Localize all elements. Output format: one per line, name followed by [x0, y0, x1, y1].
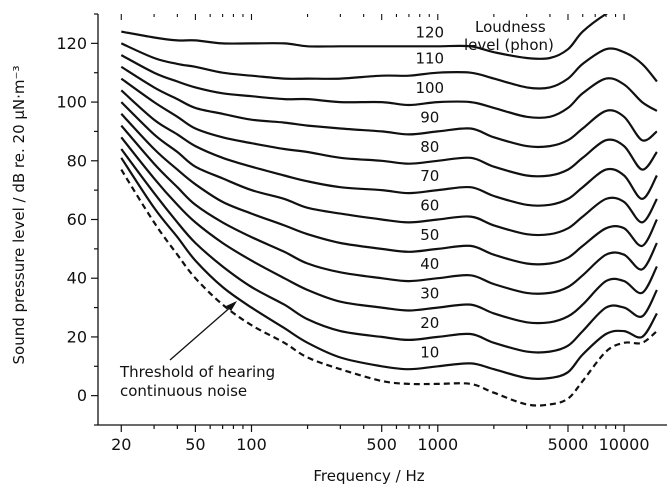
phon-label-50: 50 — [420, 226, 439, 244]
phon-label-40: 40 — [420, 255, 439, 273]
phon-curve-40 — [120, 124, 658, 295]
y-tick-label: 80 — [67, 151, 87, 170]
phon-curve-60 — [120, 101, 658, 237]
y-tick-label: 60 — [67, 210, 87, 229]
phon-curve-80 — [120, 77, 658, 178]
phon-curve-30 — [120, 136, 658, 325]
phon-label-120: 120 — [415, 23, 444, 41]
phon-label-110: 110 — [415, 50, 444, 68]
x-tick-label: 20 — [111, 435, 131, 454]
threshold-arrow-line — [169, 304, 234, 361]
y-tick-label: 40 — [67, 269, 87, 288]
phon-label-60: 60 — [420, 197, 439, 215]
phon-label-90: 90 — [420, 108, 439, 126]
phon-curve-120 — [121, 14, 609, 61]
x-tick-label: 100 — [236, 435, 267, 454]
phon-curve-100 — [120, 54, 658, 119]
phon-curve-70 — [120, 89, 658, 207]
x-axis-label: Frequency / Hz — [313, 467, 424, 485]
y-tick-label: 20 — [67, 327, 87, 346]
y-tick-label: 120 — [56, 34, 87, 53]
phon-label-70: 70 — [420, 167, 439, 185]
x-tick-label: 50 — [185, 435, 205, 454]
phon-label-100: 100 — [415, 79, 444, 97]
loudness-annotation-line1: Loudness — [475, 18, 546, 36]
phon-curve-20 — [120, 148, 658, 354]
x-tick-label: 5000 — [548, 435, 589, 454]
x-tick-label: 1000 — [417, 435, 458, 454]
labels-layer: Sound pressure level / dB re. 20 µN·m⁻³ … — [10, 18, 554, 485]
threshold-arrow-head — [226, 301, 237, 311]
phon-label-30: 30 — [420, 285, 439, 303]
x-tick-label: 10000 — [599, 435, 650, 454]
phon-label-20: 20 — [420, 314, 439, 332]
axes-layer: 0 20 40 60 80 100 120 20 50 100 500 1000 5000 10000 — [56, 13, 667, 454]
threshold-annotation-line1: Threshold of hearing — [119, 363, 275, 381]
threshold-annotation-line2: continuous noise — [120, 382, 247, 400]
threshold-curve — [120, 169, 658, 407]
phon-label-80: 80 — [420, 138, 439, 156]
y-tick-label: 100 — [56, 93, 87, 112]
phon-curve-90 — [120, 65, 658, 149]
loudness-annotation-line2: level (phon) — [464, 36, 554, 54]
phon-curve-50 — [120, 113, 658, 266]
x-tick-label: 500 — [366, 435, 397, 454]
phon-curve-110 — [120, 42, 658, 90]
phon-curve-10 — [120, 157, 658, 381]
y-axis-label: Sound pressure level / dB re. 20 µN·m⁻³ — [10, 66, 28, 365]
phon-label-10: 10 — [420, 343, 439, 361]
y-tick-label: 0 — [77, 386, 87, 405]
curves-layer: 10 20 30 40 50 60 70 80 90 100 110 120 — [120, 14, 658, 407]
